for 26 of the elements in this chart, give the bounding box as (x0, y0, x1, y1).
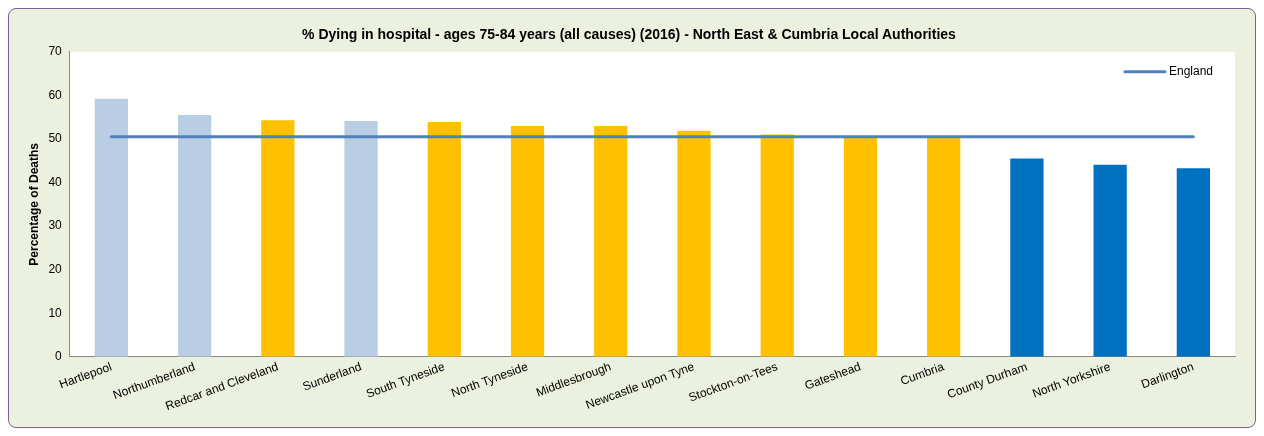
bar (677, 130, 711, 357)
bar (94, 98, 129, 357)
y-tick-label: 0 (55, 349, 63, 364)
bar (1176, 168, 1211, 357)
y-tick-label: 30 (48, 218, 63, 233)
bar (843, 137, 878, 357)
bar (594, 125, 628, 357)
bar (1093, 164, 1127, 357)
y-tick-label: 70 (48, 44, 63, 59)
y-tick-label: 10 (48, 305, 63, 320)
bar (927, 137, 961, 357)
x-tick-label: County Durham (945, 359, 1030, 402)
y-axis-title: Percentage of Deaths (26, 142, 41, 266)
bar (261, 120, 295, 357)
bar (1010, 158, 1044, 357)
legend-label: England (1168, 64, 1214, 79)
bar (510, 125, 545, 357)
bar (177, 114, 212, 357)
y-tick-label: 40 (48, 174, 63, 189)
bar (344, 121, 378, 357)
y-tick-label: 50 (48, 131, 63, 146)
chart-title: % Dying in hospital - ages 75-84 years (all causes) (2016) - North East & Cumbria Local Authorities (302, 26, 957, 43)
y-tick-label: 20 (48, 262, 63, 277)
y-tick-label: 60 (48, 87, 63, 102)
x-tick-label: Cumbria (898, 359, 947, 389)
bar (427, 121, 461, 357)
